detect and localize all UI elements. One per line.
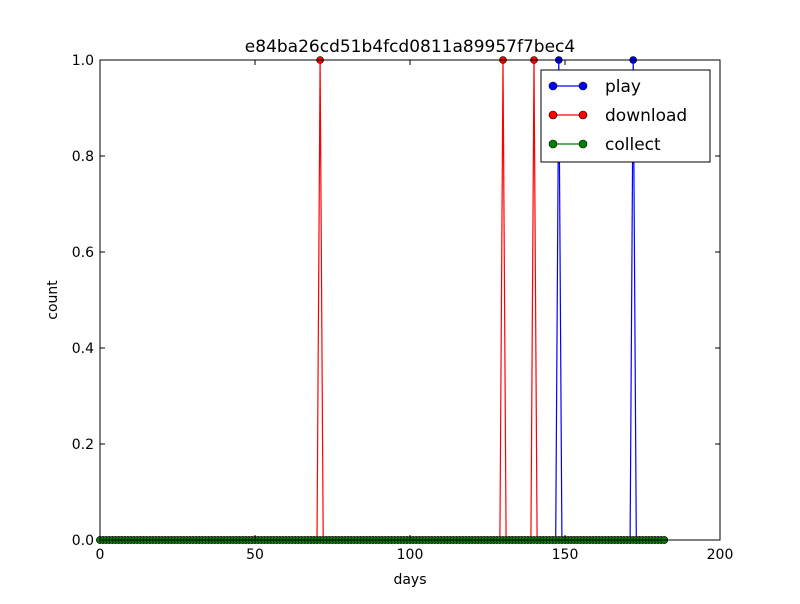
legend-box	[540, 69, 711, 163]
x-axis-label: days	[393, 572, 426, 588]
legend-label-download: download	[605, 106, 687, 126]
legend-marker-collect	[578, 139, 588, 149]
x-tick-label: 0	[96, 547, 105, 563]
x-tick-label: 100	[397, 547, 424, 563]
legend-item-download: download	[548, 106, 687, 126]
legend-marker-download	[578, 110, 588, 120]
legend-marker-download	[548, 110, 558, 120]
legend-item-play: play	[548, 77, 641, 97]
y-tick-label: 1.0	[72, 53, 94, 69]
legend: play download collect	[540, 69, 711, 163]
x-tick-label: 150	[552, 547, 579, 563]
y-tick-label: 0.4	[72, 341, 94, 357]
legend-item-collect: collect	[548, 135, 661, 155]
chart-title: e84ba26cd51b4fcd0811a89957f7bec4	[245, 37, 575, 57]
legend-label-collect: collect	[605, 135, 661, 155]
y-axis-label: count	[45, 280, 61, 320]
x-tick-label: 50	[246, 547, 264, 563]
y-tick-label: 0.6	[72, 245, 94, 261]
ticks-layer: 0 50 100 150 200 0.0 0.2 0.4 0.6 0.8 1.0	[72, 53, 734, 563]
legend-marker-collect	[548, 139, 558, 149]
y-tick-label: 0.0	[72, 533, 94, 549]
y-tick-label: 0.8	[72, 149, 94, 165]
legend-marker-play	[548, 81, 558, 91]
y-tick-label: 0.2	[72, 437, 94, 453]
legend-label-play: play	[605, 77, 641, 97]
x-tick-label: 200	[707, 547, 734, 563]
legend-marker-play	[578, 81, 588, 91]
